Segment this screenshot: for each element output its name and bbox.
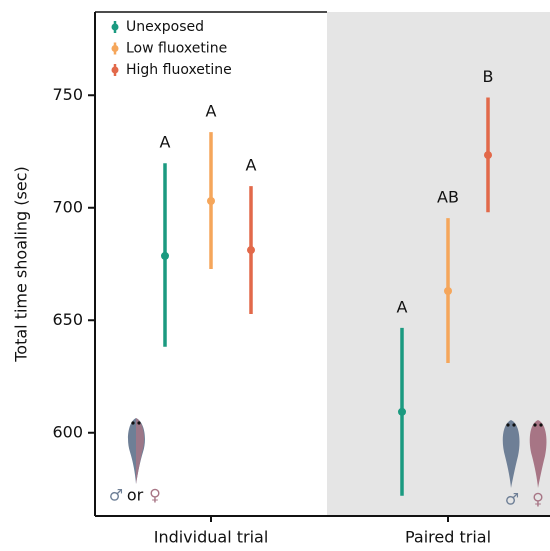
mean-point	[161, 251, 169, 260]
legend-marker	[111, 66, 119, 74]
significance-label: AB	[437, 188, 459, 207]
x-tick-label: Individual trial	[154, 528, 269, 547]
legend-label: Low fluoxetine	[126, 41, 227, 57]
mean-point	[207, 197, 215, 205]
y-tick-label: 600	[52, 422, 83, 441]
fish-icon	[128, 418, 145, 484]
fish-pair-icon	[502, 420, 547, 488]
legend-marker	[111, 45, 119, 52]
y-tick-label: 750	[52, 85, 83, 104]
female-symbol: ♀	[149, 486, 161, 505]
y-axis-label: Total time shoaling (sec)	[12, 166, 31, 363]
male-symbol: ♂	[505, 490, 519, 509]
legend-marker	[111, 23, 119, 31]
legend-label: High fluoxetine	[126, 62, 232, 78]
or-text: or	[127, 486, 144, 505]
mean-point	[398, 407, 406, 416]
male-symbol: ♂	[109, 486, 123, 505]
legend-label: Unexposed	[126, 19, 204, 35]
mean-point	[484, 151, 492, 160]
y-tick-label: 650	[52, 310, 83, 329]
y-tick-label: 700	[52, 197, 83, 216]
significance-label: A	[397, 297, 408, 316]
mean-point	[444, 287, 452, 295]
significance-label: A	[206, 102, 217, 121]
significance-label: B	[483, 67, 494, 86]
x-tick-label: Paired trial	[405, 528, 491, 547]
significance-label: A	[246, 156, 257, 175]
significance-label: A	[160, 133, 171, 152]
female-symbol: ♀	[532, 490, 544, 509]
mean-point	[247, 246, 255, 255]
